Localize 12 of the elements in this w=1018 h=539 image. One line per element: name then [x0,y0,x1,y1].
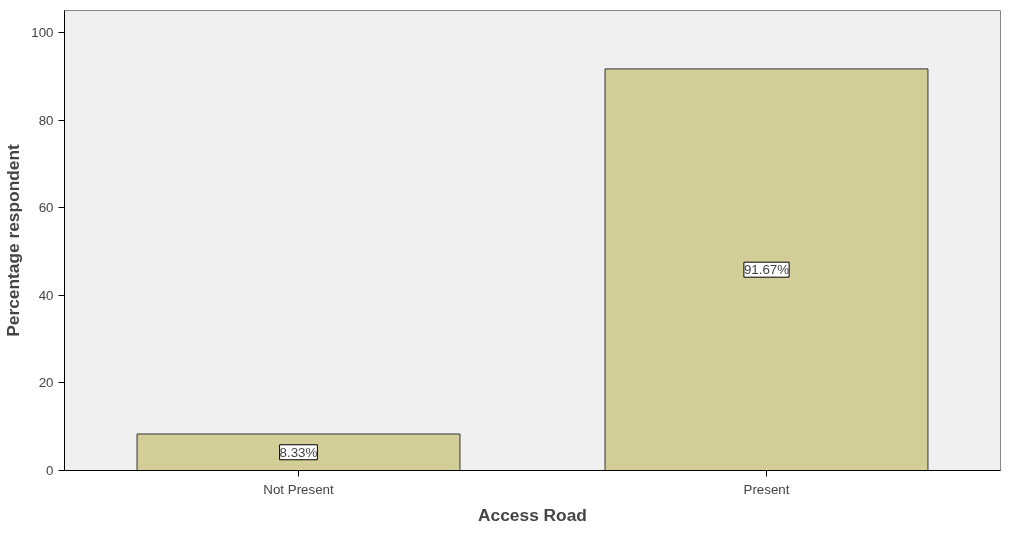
x-tick-label: Present [743,481,790,497]
y-tick-label: 60 [38,200,54,216]
x-tick-label: Not Present [263,481,334,497]
y-tick-label: 40 [38,287,54,303]
y-tick-label: 100 [31,24,54,40]
data-label: 8.33% [279,444,318,460]
x-axis-title: Access Road [478,504,587,525]
y-axis-title: Percentage respondent [3,143,24,337]
y-tick-label: 80 [38,112,54,128]
y-tick-label: 20 [38,375,54,391]
y-tick-label: 0 [46,463,54,478]
data-label: 91.67% [743,262,790,278]
